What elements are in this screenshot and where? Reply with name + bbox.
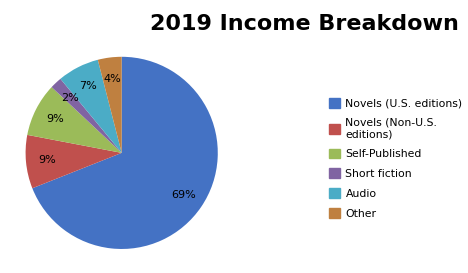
- Text: 9%: 9%: [46, 114, 64, 124]
- Text: 7%: 7%: [79, 81, 96, 91]
- Wedge shape: [32, 57, 218, 249]
- Wedge shape: [27, 87, 122, 153]
- Text: 4%: 4%: [103, 73, 121, 84]
- Wedge shape: [60, 60, 122, 153]
- Legend: Novels (U.S. editions), Novels (Non-U.S.
editions), Self-Published, Short fictio: Novels (U.S. editions), Novels (Non-U.S.…: [329, 98, 462, 219]
- Text: 2%: 2%: [61, 93, 79, 103]
- Wedge shape: [51, 79, 122, 153]
- Text: 9%: 9%: [38, 155, 56, 165]
- Wedge shape: [98, 57, 122, 153]
- Text: 69%: 69%: [171, 190, 196, 200]
- Text: 2019 Income Breakdown: 2019 Income Breakdown: [150, 14, 459, 34]
- Wedge shape: [26, 135, 122, 188]
